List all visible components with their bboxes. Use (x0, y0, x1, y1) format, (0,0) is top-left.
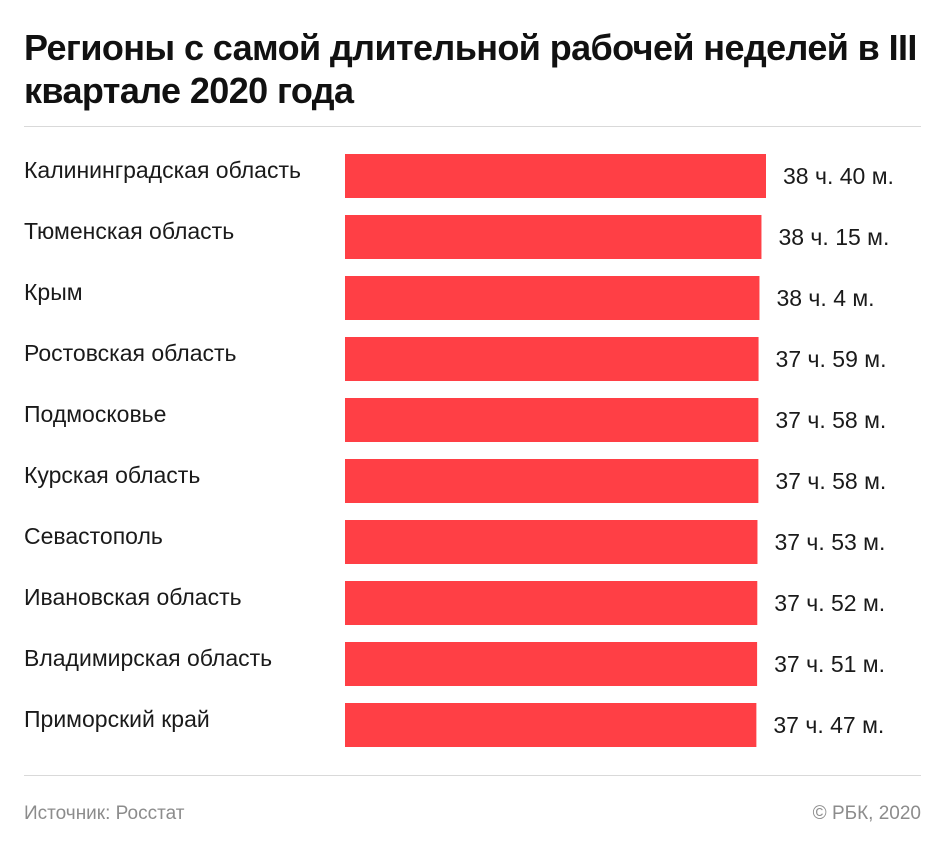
category-label: Крым (24, 279, 83, 305)
bar (345, 459, 759, 503)
category-label: Ростовская область (24, 340, 237, 366)
value-label: 38 ч. 40 м. (783, 163, 894, 189)
bar (345, 215, 762, 259)
category-label: Подмосковье (24, 401, 166, 427)
value-label: 37 ч. 58 м. (775, 407, 886, 433)
bar (345, 520, 758, 564)
category-label: Тюменская область (24, 218, 234, 244)
copyright-note: © РБК, 2020 (812, 803, 921, 824)
source-note: Источник: Росстат (24, 803, 185, 824)
value-label: 38 ч. 15 м. (778, 224, 889, 250)
value-label: 38 ч. 4 м. (776, 285, 874, 311)
bar (345, 337, 759, 381)
value-label: 37 ч. 58 м. (775, 468, 886, 494)
bar (345, 154, 766, 198)
value-label: 37 ч. 47 м. (773, 712, 884, 738)
bar (345, 398, 759, 442)
value-label: 37 ч. 59 м. (776, 346, 887, 372)
bar (345, 642, 758, 686)
value-label: 37 ч. 53 м. (774, 529, 885, 555)
category-label: Ивановская область (24, 584, 242, 610)
category-label: Калининградская область (24, 157, 301, 183)
bar (345, 581, 758, 625)
category-label: Приморский край (24, 706, 210, 732)
value-label: 37 ч. 51 м. (774, 651, 885, 677)
category-label: Севастополь (24, 523, 163, 549)
bar-chart: Калининградская область 38 ч. 40 м. Тюменс… (24, 154, 894, 747)
top-divider (24, 126, 921, 127)
bar (345, 276, 760, 320)
value-label: 37 ч. 52 м. (774, 590, 885, 616)
category-label: Владимирская область (24, 645, 272, 671)
bar (345, 703, 757, 747)
category-label: Курская область (24, 462, 200, 488)
bottom-divider (24, 775, 921, 776)
chart-title: Регионы с самой длительной рабочей недел… (24, 27, 917, 111)
